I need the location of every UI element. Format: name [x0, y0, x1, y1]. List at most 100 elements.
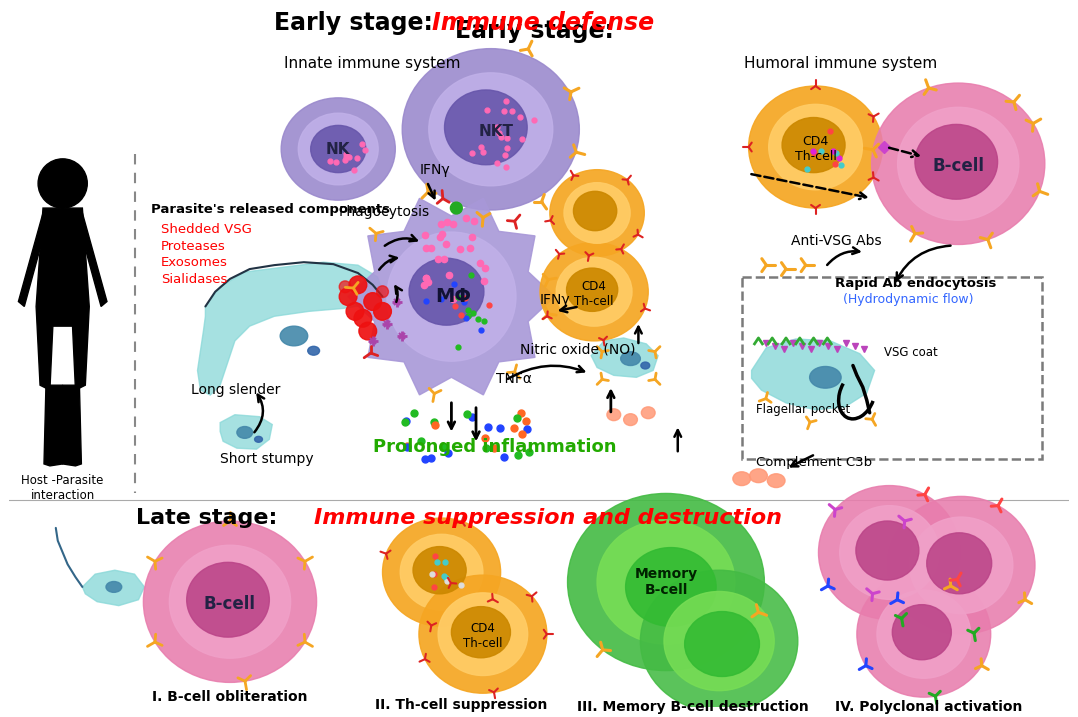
Text: Early stage:: Early stage: — [455, 19, 623, 43]
Circle shape — [376, 286, 388, 298]
Text: IFNγ: IFNγ — [420, 163, 451, 176]
Ellipse shape — [749, 469, 768, 483]
Ellipse shape — [573, 191, 617, 231]
Ellipse shape — [621, 352, 640, 366]
Circle shape — [38, 159, 87, 208]
Ellipse shape — [254, 437, 262, 442]
Ellipse shape — [597, 520, 735, 644]
Text: Exosomes: Exosomes — [161, 256, 227, 270]
Text: Immune defense: Immune defense — [431, 11, 654, 35]
Text: IV. Polyclonal activation: IV. Polyclonal activation — [835, 700, 1022, 714]
Text: TNFα: TNFα — [496, 372, 531, 386]
Polygon shape — [591, 338, 658, 377]
Text: Long slender: Long slender — [191, 383, 280, 397]
Text: CD4
Th-cell: CD4 Th-cell — [575, 280, 613, 308]
Circle shape — [374, 303, 391, 320]
Ellipse shape — [769, 105, 862, 190]
Text: Early stage:: Early stage: — [274, 11, 441, 35]
Ellipse shape — [383, 518, 500, 627]
Ellipse shape — [540, 242, 648, 341]
Text: Phagocytosis: Phagocytosis — [338, 205, 429, 219]
Ellipse shape — [310, 125, 365, 173]
Polygon shape — [44, 385, 63, 466]
FancyBboxPatch shape — [742, 277, 1041, 459]
Ellipse shape — [733, 472, 750, 485]
Circle shape — [354, 310, 372, 327]
Circle shape — [340, 288, 357, 305]
Text: Short stumpy: Short stumpy — [220, 452, 314, 466]
Ellipse shape — [402, 49, 579, 210]
Polygon shape — [220, 414, 273, 449]
Ellipse shape — [856, 521, 918, 580]
Ellipse shape — [106, 581, 122, 592]
Text: Shedded VSG: Shedded VSG — [161, 223, 252, 236]
Polygon shape — [78, 213, 107, 306]
Ellipse shape — [607, 409, 621, 421]
Text: Innate immune system: Innate immune system — [285, 55, 461, 70]
Ellipse shape — [299, 113, 378, 185]
Text: Immune suppression and destruction: Immune suppression and destruction — [314, 508, 782, 528]
Text: Proteases: Proteases — [161, 239, 226, 252]
Polygon shape — [751, 339, 874, 410]
Ellipse shape — [564, 183, 631, 243]
Text: VSG coat: VSG coat — [884, 346, 938, 358]
Ellipse shape — [438, 593, 528, 675]
Text: (Hydrodynamic flow): (Hydrodynamic flow) — [843, 293, 973, 305]
Ellipse shape — [640, 570, 798, 712]
Ellipse shape — [768, 474, 785, 488]
Ellipse shape — [419, 575, 547, 693]
Text: Complement C3b: Complement C3b — [757, 456, 872, 469]
Text: Rapid Ab endocytosis: Rapid Ab endocytosis — [835, 277, 996, 290]
Ellipse shape — [876, 590, 970, 678]
Circle shape — [451, 202, 462, 214]
Ellipse shape — [910, 517, 1013, 614]
Polygon shape — [18, 213, 47, 306]
Ellipse shape — [452, 607, 511, 657]
Text: Sialidases: Sialidases — [161, 273, 227, 286]
Ellipse shape — [840, 505, 939, 599]
Ellipse shape — [640, 362, 650, 369]
Ellipse shape — [818, 485, 960, 619]
Ellipse shape — [409, 258, 484, 326]
Ellipse shape — [280, 326, 307, 346]
Ellipse shape — [281, 98, 396, 200]
Ellipse shape — [664, 592, 774, 690]
Polygon shape — [63, 385, 81, 466]
Text: III. Memory B-cell destruction: III. Memory B-cell destruction — [577, 700, 808, 714]
Text: II. Th-cell suppression: II. Th-cell suppression — [375, 698, 548, 712]
Text: B-cell: B-cell — [204, 594, 255, 612]
Ellipse shape — [893, 604, 952, 660]
Circle shape — [349, 276, 367, 294]
Ellipse shape — [556, 257, 632, 326]
Ellipse shape — [685, 612, 759, 677]
Circle shape — [359, 322, 376, 340]
Ellipse shape — [413, 546, 466, 594]
Text: Flagellar pocket: Flagellar pocket — [757, 403, 851, 416]
Ellipse shape — [810, 366, 841, 388]
Text: CD4
Th-cell: CD4 Th-cell — [794, 135, 837, 163]
Ellipse shape — [169, 545, 291, 658]
Ellipse shape — [429, 73, 553, 186]
Text: Nitric oxide (NO): Nitric oxide (NO) — [521, 343, 636, 356]
Ellipse shape — [237, 427, 252, 438]
Circle shape — [364, 293, 382, 310]
Circle shape — [346, 303, 364, 320]
Ellipse shape — [857, 571, 991, 697]
Ellipse shape — [624, 414, 637, 426]
Text: NKT: NKT — [479, 124, 513, 139]
Ellipse shape — [898, 108, 1019, 220]
Ellipse shape — [444, 90, 527, 165]
Text: CD4
Th-cell: CD4 Th-cell — [464, 622, 502, 650]
Text: I. B-cell obliteration: I. B-cell obliteration — [152, 690, 307, 704]
Text: MΦ: MΦ — [436, 287, 471, 306]
Ellipse shape — [400, 534, 483, 610]
Text: NK: NK — [326, 141, 350, 156]
Ellipse shape — [887, 496, 1035, 634]
Ellipse shape — [186, 562, 270, 637]
Polygon shape — [348, 199, 555, 395]
Text: Prolonged inflammation: Prolonged inflammation — [373, 438, 617, 456]
Ellipse shape — [915, 125, 997, 199]
Text: IFNγ: IFNγ — [540, 293, 570, 308]
Ellipse shape — [748, 86, 883, 208]
Ellipse shape — [641, 407, 655, 419]
